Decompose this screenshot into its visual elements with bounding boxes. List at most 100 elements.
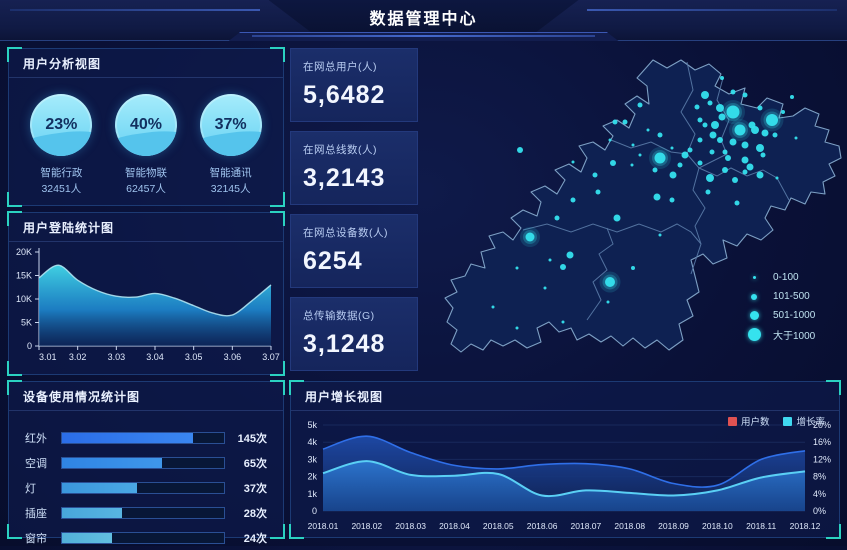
device-label: 窗帘: [25, 532, 47, 545]
x-tick-label: 3.02: [69, 352, 87, 362]
map-dot: [631, 143, 635, 147]
login-stats-title: 用户登陆统计图: [9, 213, 283, 242]
kpi-total-data: 总传输数据(G) 3,1248: [290, 297, 418, 371]
map-dot: [595, 189, 601, 195]
map-dot: [681, 151, 689, 159]
kpi-value: 3,2143: [303, 164, 386, 192]
map-dot: [732, 177, 738, 183]
login-area-chart: 0 5K 10K 15K 20K 3.01 3.02 3.03 3.04 3.05 3.06 3.07: [16, 247, 280, 362]
map-inner-border: [690, 167, 706, 275]
map-dot: [571, 160, 575, 164]
map-dot: [605, 277, 615, 287]
map-dot: [757, 105, 763, 111]
gauge-label: 智能通讯: [209, 167, 252, 179]
growth-x-label: 2018.11: [746, 521, 776, 531]
device-value: 24次: [243, 532, 267, 545]
growth-x-label: 2018.08: [614, 521, 645, 531]
legend-size-label: 大于1000: [773, 331, 816, 342]
device-label: 空调: [25, 457, 47, 470]
x-tick-label: 3.03: [108, 352, 126, 362]
liquid-gauge: 23%: [30, 94, 93, 156]
device-value: 65次: [243, 457, 267, 470]
map-dot: [694, 104, 700, 110]
device-value: 145次: [237, 432, 267, 445]
map-dot: [610, 160, 616, 166]
header-title-plate: 数据管理中心: [268, 0, 579, 33]
map-dot: [638, 153, 642, 157]
gauge-label: 智能行政: [40, 167, 83, 179]
device-bar-track: [61, 456, 225, 469]
map-dot: [658, 233, 662, 237]
legend-size-dot: [751, 293, 757, 300]
legend-item-growth[interactable]: 增长率: [783, 414, 825, 428]
map-dot: [761, 129, 769, 137]
map-dot: [670, 146, 674, 150]
growth-x-label: 2018.07: [571, 521, 602, 531]
map-dot: [775, 176, 779, 180]
legend-size-label: 501-1000: [773, 310, 816, 321]
user-growth-title: 用户增长视图: [291, 382, 839, 411]
map-dot: [653, 193, 661, 201]
kpi-label: 总传输数据(G): [303, 310, 375, 322]
map-dot: [637, 102, 643, 108]
device-label: 插座: [25, 507, 47, 520]
map-dot: [697, 137, 703, 143]
map-dot: [734, 124, 746, 136]
y-tick-label: 0: [27, 341, 32, 351]
map-dot: [734, 200, 740, 206]
map-dot: [742, 92, 748, 98]
map-dot: [677, 162, 683, 168]
left-tick-label: 4k: [307, 437, 317, 447]
gauge-admin: 23% 智能行政 32451人: [24, 94, 98, 198]
map-dot: [566, 251, 574, 259]
map-dot: [726, 105, 740, 119]
map-dot: [515, 266, 519, 270]
device-bar-track: [61, 431, 225, 444]
legend-label: 增长率: [796, 417, 825, 428]
kpi-total-lines: 在网总线数(人) 3,2143: [290, 131, 418, 205]
login-stats-panel: 用户登陆统计图 0 5K 10K 15K 20K 3.01 3.02 3.03 3.04 3.05…: [7, 211, 285, 376]
device-bar-track: [61, 481, 225, 494]
map-legend-row: 0-100: [747, 268, 815, 287]
device-bar-fill: [62, 432, 194, 443]
x-tick-label: 3.04: [146, 352, 164, 362]
user-analysis-title: 用户分析视图: [9, 49, 283, 78]
map-dot: [687, 147, 693, 153]
gauge-percent: 23%: [45, 116, 78, 133]
growth-x-label: 2018.12: [790, 521, 821, 531]
map-dot: [729, 138, 737, 146]
header-left-line: [10, 9, 260, 11]
growth-area: [323, 461, 805, 511]
map-dot: [657, 132, 663, 138]
map-dot: [561, 320, 565, 324]
map-dot: [781, 110, 785, 114]
growth-x-label: 2018.05: [483, 521, 514, 531]
map-dot: [722, 167, 728, 173]
gauge-count: 62457人: [126, 182, 166, 195]
legend-size-dot: [747, 328, 761, 341]
growth-x-label: 2018.01: [308, 521, 339, 531]
header-right-line: [587, 9, 837, 11]
map-dot: [772, 132, 778, 138]
header-bar: 数据管理中心: [0, 0, 847, 41]
map-dot: [701, 91, 709, 99]
map-dot: [717, 137, 723, 143]
map-dot: [515, 326, 519, 330]
legend-item-users[interactable]: 用户数: [727, 414, 769, 428]
map-dot: [725, 155, 731, 161]
map-dot: [548, 258, 552, 262]
map-dot: [669, 171, 677, 179]
map-dot: [718, 113, 726, 121]
kpi-label: 在网总线数(人): [303, 144, 377, 156]
kpi-value: 6254: [303, 247, 363, 275]
map-dot: [716, 104, 724, 112]
growth-area-chart: 0 0% 1k 4% 2k 8% 3k 12% 4k 16% 5k 20% 2018.01 2018.02…: [307, 420, 831, 531]
legend-size-label: 0-100: [773, 272, 799, 283]
map-dot: [622, 119, 628, 125]
map-dot: [669, 197, 675, 203]
device-label: 灯: [25, 482, 36, 495]
device-bar-row: 灯 37次: [25, 475, 267, 500]
left-tick-label: 1k: [307, 489, 317, 499]
device-usage-panel: 设备使用情况统计图 红外 145次 空调 65次灯 37次 插座 28次 窗帘 24次: [7, 380, 285, 545]
map-dot: [560, 264, 566, 270]
